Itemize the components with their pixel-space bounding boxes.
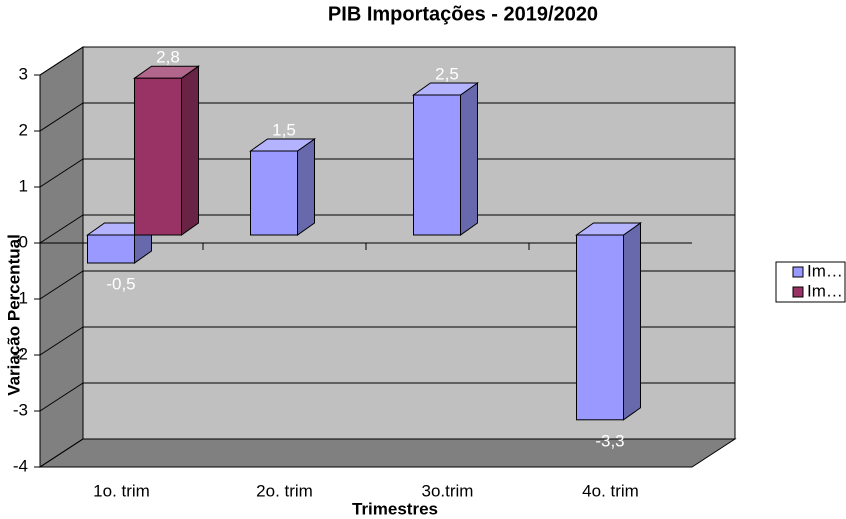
bar [413, 94, 461, 236]
y-tick-label: 3 [19, 64, 28, 83]
legend-box [775, 261, 846, 303]
grid-line [39, 46, 84, 76]
side-wall [39, 46, 84, 468]
legend-label: Im… [807, 281, 843, 300]
bar-side [460, 82, 478, 236]
value-label: -3,3 [595, 431, 624, 450]
x-tick-label: 2o. trim [256, 481, 313, 500]
value-label: -0,5 [106, 274, 135, 293]
y-tick-label: -4 [13, 456, 28, 475]
bar-side [297, 138, 315, 236]
x-axis-title: Trimestres [352, 499, 438, 518]
y-tick-label: 0 [19, 232, 28, 251]
x-tick-label: 1o. trim [93, 481, 150, 500]
floor [38, 438, 737, 468]
bar-side [181, 65, 199, 236]
grid-line [39, 214, 84, 244]
grid-line [39, 158, 84, 188]
y-tick-label: -3 [13, 400, 28, 419]
bar [87, 234, 135, 264]
grid-line [39, 270, 84, 300]
grid-line [39, 438, 84, 468]
legend-swatch [792, 266, 804, 278]
value-label: 2,8 [156, 48, 180, 67]
bar [576, 234, 624, 421]
y-tick-label: 2 [19, 120, 28, 139]
bar [250, 150, 298, 236]
grid-line [39, 326, 84, 356]
legend-swatch [792, 286, 804, 298]
x-tick-label: 4o. trim [582, 481, 639, 500]
bar [134, 77, 182, 236]
y-tick-label: 1 [19, 176, 28, 195]
y-tick-label: -1 [13, 288, 28, 307]
chart-title: PIB Importações - 2019/2020 [328, 3, 598, 25]
bar-side [623, 222, 641, 421]
value-label: 1,5 [272, 120, 296, 139]
legend-label: Im… [807, 261, 843, 280]
grid-line [39, 102, 84, 132]
grid-line [39, 382, 84, 412]
y-axis-title: Variação Percentual [4, 234, 23, 396]
y-tick-label: -2 [13, 344, 28, 363]
value-label: 2,5 [435, 64, 459, 83]
x-tick-label: 3o.trim [422, 481, 474, 500]
